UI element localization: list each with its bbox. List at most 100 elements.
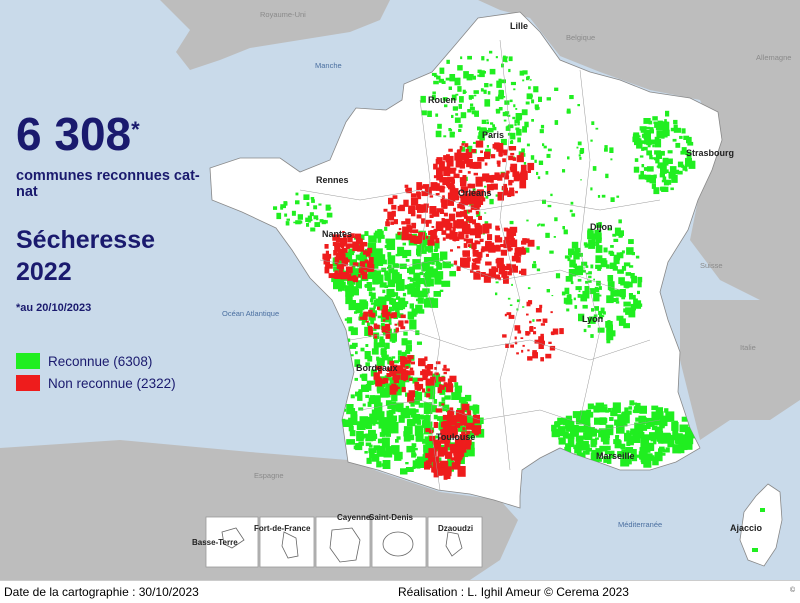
commune-patch bbox=[460, 178, 467, 187]
commune-patch bbox=[665, 411, 675, 422]
commune-patch bbox=[640, 129, 645, 133]
commune-patch bbox=[518, 247, 526, 255]
commune-patch bbox=[336, 264, 345, 270]
commune-patch bbox=[522, 344, 525, 347]
commune-patch bbox=[662, 157, 669, 166]
commune-patch bbox=[440, 421, 447, 428]
commune-patch bbox=[358, 407, 364, 411]
commune-patch bbox=[467, 244, 471, 248]
commune-patch bbox=[482, 232, 485, 235]
commune-patch bbox=[495, 244, 500, 248]
commune-patch bbox=[631, 454, 638, 462]
commune-patch bbox=[416, 192, 421, 195]
commune-patch bbox=[630, 303, 636, 311]
commune-patch bbox=[652, 144, 655, 148]
commune-patch bbox=[574, 267, 581, 275]
commune-patch bbox=[485, 240, 492, 249]
commune-patch bbox=[580, 297, 588, 302]
commune-patch bbox=[616, 195, 620, 198]
commune-patch bbox=[430, 298, 439, 308]
commune-patch bbox=[440, 429, 449, 441]
commune-patch bbox=[423, 444, 431, 452]
commune-patch bbox=[391, 408, 396, 414]
commune-patch bbox=[381, 437, 390, 447]
commune-patch bbox=[668, 440, 675, 446]
commune-patch bbox=[461, 221, 468, 226]
commune-patch bbox=[478, 215, 482, 220]
commune-patch bbox=[430, 376, 437, 383]
commune-patch bbox=[353, 445, 358, 450]
footer-date: Date de la cartographie : 30/10/2023 bbox=[4, 585, 199, 599]
commune-patch bbox=[382, 312, 386, 317]
commune-patch bbox=[480, 127, 486, 131]
commune-patch bbox=[665, 110, 670, 117]
commune-patch bbox=[598, 294, 602, 297]
commune-patch bbox=[594, 417, 603, 425]
commune-patch bbox=[568, 294, 571, 298]
country-label-spain: Espagne bbox=[254, 471, 284, 480]
commune-patch bbox=[381, 267, 387, 273]
commune-patch bbox=[545, 232, 550, 238]
department-borders bbox=[299, 39, 661, 491]
commune-patch bbox=[555, 421, 561, 426]
commune-patch bbox=[483, 132, 488, 136]
commune-patch bbox=[379, 342, 384, 346]
commune-patch bbox=[590, 334, 594, 338]
commune-patch bbox=[609, 262, 617, 269]
commune-patch bbox=[510, 81, 516, 86]
commune-patch bbox=[458, 169, 463, 173]
commune-patch bbox=[527, 169, 531, 173]
commune-patch bbox=[542, 318, 548, 323]
commune-patch bbox=[462, 413, 467, 419]
commune-patch bbox=[499, 148, 504, 153]
commune-patch bbox=[673, 420, 678, 426]
commune-patch bbox=[484, 128, 487, 132]
commune-patch bbox=[515, 127, 520, 131]
commune-patch bbox=[376, 411, 385, 420]
commune-patch bbox=[501, 63, 504, 68]
commune-patch bbox=[436, 439, 440, 443]
commune-patch bbox=[532, 263, 537, 269]
commune-patch bbox=[539, 304, 543, 309]
commune-patch bbox=[629, 294, 636, 300]
legend-label-recognized: Reconnue (6308) bbox=[48, 353, 153, 369]
commune-patch bbox=[660, 417, 667, 421]
commune-patch bbox=[363, 311, 369, 317]
commune-patch bbox=[533, 331, 537, 335]
commune-patch bbox=[598, 310, 602, 315]
united-kingdom-land bbox=[160, 0, 390, 70]
commune-patch bbox=[628, 406, 633, 410]
commune-patch bbox=[409, 377, 413, 381]
commune-patch bbox=[607, 227, 612, 231]
commune-patch bbox=[422, 378, 425, 381]
commune-patch bbox=[442, 368, 447, 371]
commune-patch bbox=[437, 457, 442, 463]
commune-patch bbox=[640, 170, 644, 176]
commune-patch bbox=[673, 119, 678, 125]
commune-patch bbox=[415, 204, 421, 211]
city-label-bordeaux: Bordeaux bbox=[356, 363, 398, 373]
commune-patch bbox=[493, 126, 497, 131]
commune-patch bbox=[495, 96, 500, 101]
commune-patch bbox=[604, 148, 608, 152]
commune-patch bbox=[376, 421, 380, 425]
commune-patch bbox=[407, 392, 415, 403]
commune-patch bbox=[388, 356, 392, 359]
commune-patch bbox=[355, 391, 359, 397]
commune-patch bbox=[284, 213, 288, 217]
commune-patch bbox=[425, 219, 432, 224]
commune-patch bbox=[389, 360, 395, 366]
commune-patch bbox=[594, 407, 598, 412]
commune-patch bbox=[445, 424, 449, 429]
commune-patch bbox=[365, 362, 370, 367]
commune-patch bbox=[598, 286, 602, 290]
commune-patch bbox=[273, 206, 278, 210]
commune-patch bbox=[498, 107, 503, 111]
commune-patch bbox=[615, 409, 620, 413]
commune-patch bbox=[646, 177, 653, 183]
commune-patch bbox=[672, 169, 680, 175]
commune-patch bbox=[458, 128, 462, 132]
commune-patch bbox=[357, 394, 363, 401]
commune-patch bbox=[634, 158, 639, 162]
commune-patch bbox=[386, 219, 389, 223]
